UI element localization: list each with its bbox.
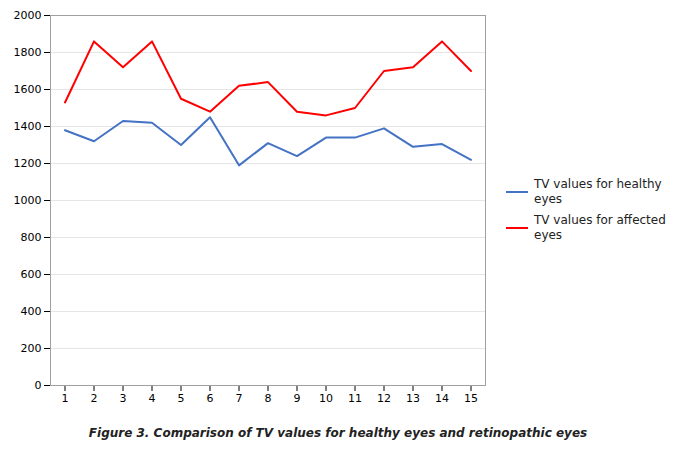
html-text:TV values for healthy eyes: TV values for healthy eyes	[534, 177, 662, 206]
svg-text:1: 1	[62, 392, 69, 405]
svg-text:800: 800	[21, 231, 42, 244]
svg-text:1600: 1600	[14, 83, 42, 96]
svg-text:1000: 1000	[14, 194, 42, 207]
svg-text:5: 5	[178, 392, 185, 405]
svg-text:8: 8	[265, 392, 272, 405]
svg-text:11: 11	[348, 392, 362, 405]
svg-text:15: 15	[464, 392, 478, 405]
svg-text:3: 3	[120, 392, 127, 405]
svg-text:10: 10	[319, 392, 333, 405]
svg-text:2000: 2000	[14, 9, 42, 22]
svg-text:14: 14	[435, 392, 449, 405]
svg-text:6: 6	[207, 392, 214, 405]
svg-text:12: 12	[377, 392, 391, 405]
svg-text:0: 0	[35, 379, 42, 392]
svg-text:9: 9	[294, 392, 301, 405]
html-text:TV values for affected eyes: TV values for affected eyes	[534, 213, 666, 242]
svg-text:7: 7	[236, 392, 243, 405]
svg-text:13: 13	[406, 392, 420, 405]
svg-text:2: 2	[91, 392, 98, 405]
svg-text:1800: 1800	[14, 46, 42, 59]
svg-text:600: 600	[21, 268, 42, 281]
svg-text:4: 4	[149, 392, 156, 405]
svg-text:1400: 1400	[14, 120, 42, 133]
html-text:Figure 3. Comparison of TV val: Figure 3. Comparison of TV values for he…	[88, 426, 588, 440]
svg-text:200: 200	[21, 342, 42, 355]
svg-text:400: 400	[21, 305, 42, 318]
svg-text:1200: 1200	[14, 157, 42, 170]
